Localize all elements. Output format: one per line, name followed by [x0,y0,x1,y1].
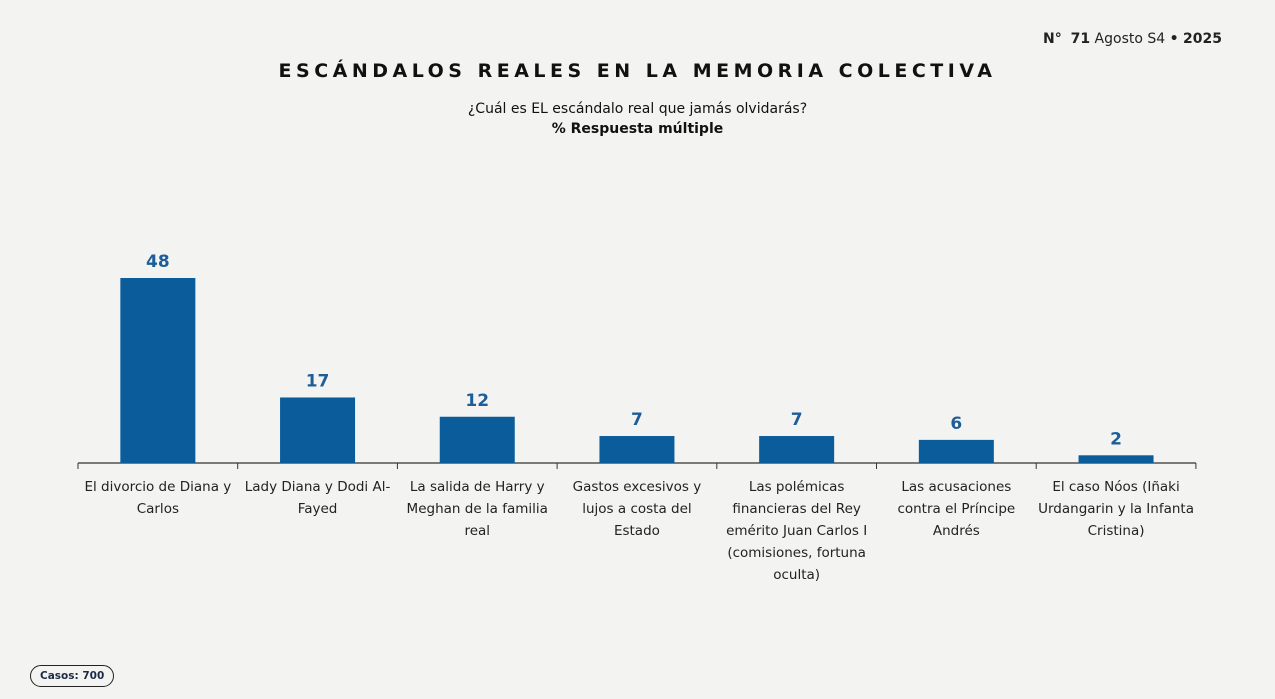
data-label: 48 [146,252,170,272]
issue-year: 2025 [1183,31,1222,47]
issue-prefix: N° [1042,31,1062,47]
category-label: Lady Diana y Dodi Al-Fayed [244,479,391,517]
issue-number: 71 [1070,31,1091,47]
data-label: 7 [631,410,643,430]
category-label: Las acusaciones contra el Príncipe André… [897,479,1016,539]
data-label: 12 [465,391,489,411]
category-label: La salida de Harry y Meghan de la famili… [406,479,548,539]
bar [120,278,196,463]
data-label: 6 [950,414,962,434]
data-label: 17 [306,371,330,391]
issue-period: Agosto S4 [1094,31,1166,47]
bar [918,439,994,463]
bar [599,436,675,463]
cases-badge: Casos: 700 [30,665,115,687]
data-label: 2 [1110,429,1122,449]
bar [759,436,835,463]
chart-subtitle-2: % Respuesta múltiple [551,121,724,137]
category-label: Gastos excesivos y lujos a costa del Est… [572,479,702,539]
category-label: El divorcio de Diana y Carlos [84,479,232,517]
issue-info: N° 71 Agosto S4 • 2025 [1043,31,1222,47]
chart-title: ESCÁNDALOS REALES EN LA MEMORIA COLECTIV… [278,60,997,82]
bar [1078,455,1154,463]
category-label: Las polémicas financieras del Rey emérit… [726,479,868,583]
bullet: • [1169,31,1179,47]
data-label: 7 [791,410,803,430]
bar [280,397,356,463]
chart-subtitle: ¿Cuál es EL escándalo real que jamás olv… [467,101,808,117]
bar [439,416,515,463]
category-label: El caso Nóos (Iñaki Urdangarin y la Infa… [1038,479,1194,539]
